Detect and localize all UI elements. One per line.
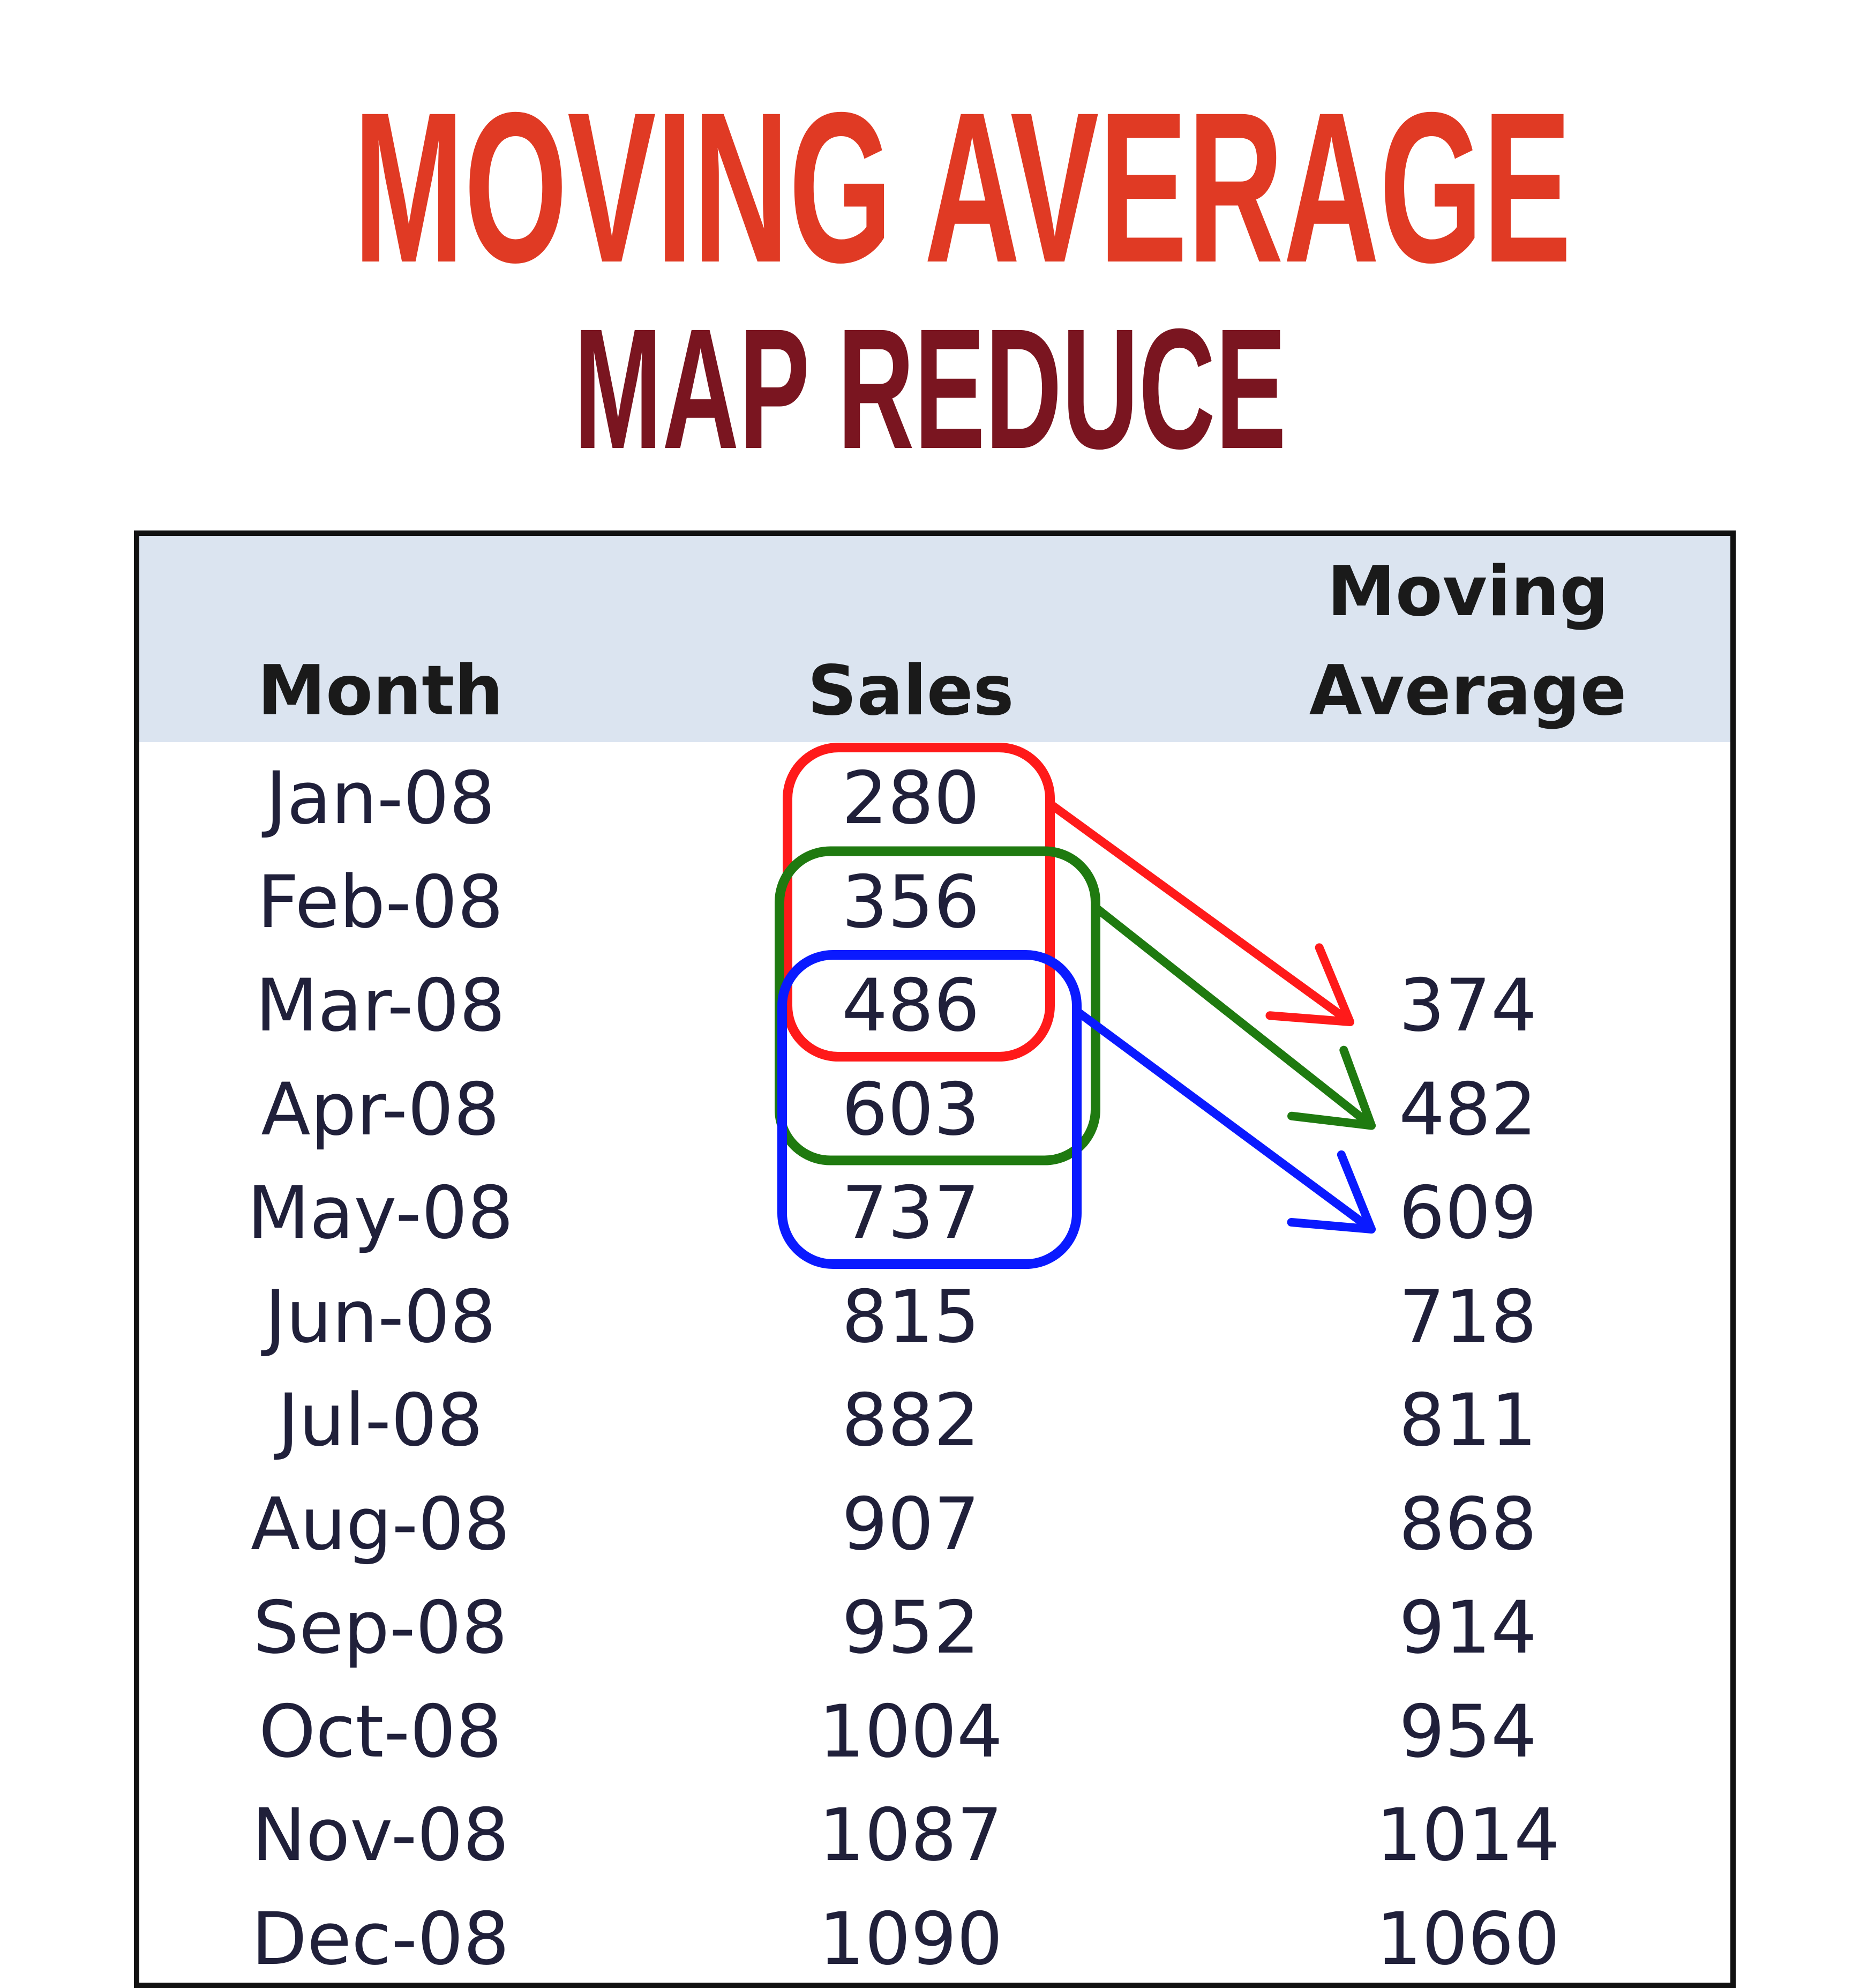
row-9-month: Sep-08 bbox=[253, 1586, 508, 1670]
table-header-band bbox=[139, 536, 1730, 742]
page-title: MOVING AVERAGE bbox=[353, 68, 1572, 307]
row-12-moving-average: 1060 bbox=[1376, 1896, 1560, 1981]
row-3-moving-average: 374 bbox=[1399, 963, 1537, 1048]
row-7-moving-average: 811 bbox=[1399, 1378, 1537, 1462]
row-7-month: Jul-08 bbox=[278, 1378, 483, 1462]
row-6-month: Jun-08 bbox=[265, 1274, 496, 1359]
row-11-sales: 1087 bbox=[819, 1793, 1003, 1877]
row-3-month: Mar-08 bbox=[255, 963, 506, 1048]
row-12-month: Dec-08 bbox=[251, 1896, 509, 1981]
row-8-sales: 907 bbox=[842, 1482, 980, 1566]
row-10-moving-average: 954 bbox=[1399, 1689, 1537, 1774]
page-subtitle: MAP REDUCE bbox=[573, 293, 1287, 484]
row-1-sales: 280 bbox=[842, 756, 980, 840]
row-1-month: Jan-08 bbox=[265, 756, 496, 840]
row-3-sales: 486 bbox=[842, 963, 980, 1048]
row-8-month: Aug-08 bbox=[250, 1482, 511, 1566]
header-moving-average-line1: Moving bbox=[1327, 552, 1609, 632]
header-moving-average-line2: Average bbox=[1309, 651, 1627, 731]
row-12-sales: 1090 bbox=[819, 1896, 1003, 1981]
row-11-month: Nov-08 bbox=[251, 1793, 509, 1877]
row-7-sales: 882 bbox=[842, 1378, 980, 1462]
row-5-sales: 737 bbox=[842, 1171, 980, 1255]
row-11-moving-average: 1014 bbox=[1376, 1793, 1560, 1877]
row-4-moving-average: 482 bbox=[1399, 1067, 1537, 1152]
row-5-month: May-08 bbox=[247, 1171, 514, 1255]
row-4-month: Apr-08 bbox=[261, 1067, 500, 1152]
row-2-sales: 356 bbox=[842, 860, 980, 944]
header-month: Month bbox=[257, 651, 504, 731]
row-10-month: Oct-08 bbox=[259, 1689, 502, 1774]
row-2-month: Feb-08 bbox=[257, 860, 504, 944]
row-10-sales: 1004 bbox=[819, 1689, 1003, 1774]
row-6-sales: 815 bbox=[842, 1274, 980, 1359]
header-sales: Sales bbox=[807, 651, 1014, 731]
row-4-sales: 603 bbox=[842, 1067, 980, 1152]
row-6-moving-average: 718 bbox=[1399, 1274, 1537, 1359]
row-9-sales: 952 bbox=[842, 1586, 980, 1670]
row-9-moving-average: 914 bbox=[1399, 1586, 1537, 1670]
row-5-moving-average: 609 bbox=[1399, 1171, 1537, 1255]
row-8-moving-average: 868 bbox=[1399, 1482, 1537, 1566]
